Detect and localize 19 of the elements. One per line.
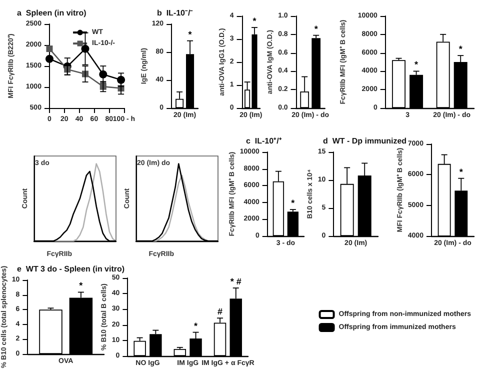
data-label: * bbox=[459, 166, 464, 177]
data-label: * bbox=[291, 198, 296, 208]
chart-title: b IL-10⁻/⁻ bbox=[157, 8, 194, 18]
point bbox=[46, 46, 53, 52]
data-label: * bbox=[79, 280, 84, 291]
chart-title: e WT 3 do - Spleen (in vitro) bbox=[17, 264, 125, 274]
chart-title: a Spleen (in vitro) bbox=[17, 8, 87, 18]
data-label: * bbox=[194, 320, 198, 331]
data-label: * bbox=[414, 60, 419, 70]
point bbox=[45, 54, 54, 63]
data-label: * bbox=[188, 29, 192, 40]
data-label: * bbox=[458, 44, 463, 54]
data-label: * bbox=[314, 24, 318, 34]
data-label: * # bbox=[230, 276, 242, 286]
chart-title: c IL-10⁺/⁺ bbox=[246, 136, 282, 146]
data-label: # bbox=[218, 306, 223, 317]
point bbox=[82, 70, 88, 78]
data-label: * bbox=[252, 16, 257, 26]
chart-title: d WT - Dp immunized bbox=[323, 136, 407, 146]
